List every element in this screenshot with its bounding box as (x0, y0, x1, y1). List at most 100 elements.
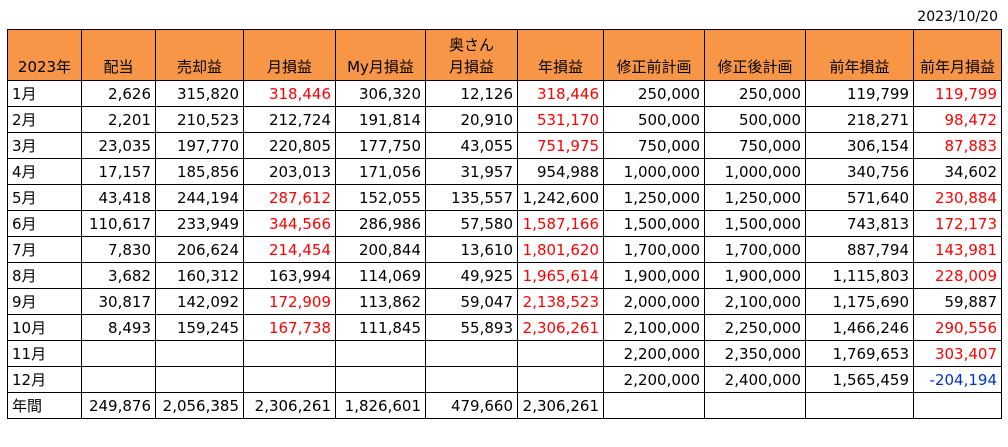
table-row: 年間 249,876 2,056,385 2,306,261 1,826,601 479,… (7, 392, 1002, 419)
header-row: 2023年 配当 売却益 月損益 My月損益 奥さん 月損益 年損益 修正前計画 … (7, 29, 1002, 81)
table-cell: 163,994 (243, 262, 336, 289)
table-row: 12月 2,200,000 2,400,000 1,565,459 -204,194 (7, 366, 1002, 393)
table-cell: 2,138,523 (517, 288, 604, 315)
table-cell: 59,887 (913, 288, 1002, 315)
table-cell: 1,900,000 (704, 262, 806, 289)
table-cell: 500,000 (704, 106, 806, 133)
table-cell: 315,820 (155, 80, 244, 107)
table-cell (155, 366, 244, 393)
month-label-cell: 10月 (7, 314, 82, 341)
table-cell: 318,446 (243, 80, 336, 107)
table-cell: 160,312 (155, 262, 244, 289)
table-cell: 1,587,166 (517, 210, 604, 237)
table-cell: 751,975 (517, 132, 604, 159)
table-cell: 135,557 (425, 184, 518, 211)
table-cell: 1,500,000 (603, 210, 705, 237)
month-label-cell: 年間 (7, 392, 82, 419)
table-cell: 1,500,000 (704, 210, 806, 237)
table-cell: 113,862 (335, 288, 426, 315)
table-cell (243, 340, 336, 367)
table-cell: 2,306,261 (517, 314, 604, 341)
month-label-cell: 4月 (7, 158, 82, 185)
table-cell: 2,200,000 (603, 366, 705, 393)
month-label-cell: 3月 (7, 132, 82, 159)
table-cell: 210,523 (155, 106, 244, 133)
table-cell: 49,925 (425, 262, 518, 289)
table-cell: 750,000 (704, 132, 806, 159)
table-cell: 1,250,000 (704, 184, 806, 211)
table-cell: 200,844 (335, 236, 426, 263)
table-cell: 23,035 (81, 132, 156, 159)
table-cell (517, 366, 604, 393)
table-cell: 250,000 (603, 80, 705, 107)
table-cell: 111,845 (335, 314, 426, 341)
table-cell: 1,700,000 (603, 236, 705, 263)
table-cell: 212,724 (243, 106, 336, 133)
table-cell: -204,194 (913, 366, 1002, 393)
month-label-cell: 2月 (7, 106, 82, 133)
table-cell: 142,092 (155, 288, 244, 315)
table-cell: 1,965,614 (517, 262, 604, 289)
header-cell-prev-year-pnl: 前年損益 (805, 29, 914, 81)
table-cell: 2,200,000 (603, 340, 705, 367)
header-cell-yearly-pnl: 年損益 (517, 29, 604, 81)
header-cell-plan-after: 修正後計画 (704, 29, 806, 81)
table-cell: 1,000,000 (704, 158, 806, 185)
table-cell: 1,700,000 (704, 236, 806, 263)
table-row: 2月 2,201 210,523 212,724 191,814 20,910 531,17… (7, 106, 1002, 133)
table-cell: 318,446 (517, 80, 604, 107)
table-cell: 114,069 (335, 262, 426, 289)
header-cell-my-monthly-pnl: My月損益 (335, 29, 426, 81)
table-cell: 1,565,459 (805, 366, 914, 393)
table-row: 4月 17,157 185,856 203,013 171,056 31,957 954,9… (7, 158, 1002, 185)
table-cell: 87,883 (913, 132, 1002, 159)
table-cell: 203,013 (243, 158, 336, 185)
table-cell: 887,794 (805, 236, 914, 263)
table-cell: 206,624 (155, 236, 244, 263)
table-cell (81, 340, 156, 367)
table-cell: 287,612 (243, 184, 336, 211)
table-cell: 172,909 (243, 288, 336, 315)
month-label-cell: 1月 (7, 80, 82, 107)
table-cell (155, 340, 244, 367)
table-cell: 1,801,620 (517, 236, 604, 263)
table-cell: 340,756 (805, 158, 914, 185)
table-cell: 571,640 (805, 184, 914, 211)
table-cell: 230,884 (913, 184, 1002, 211)
table-row: 9月 30,817 142,092 172,909 113,862 59,047 2,138… (7, 288, 1002, 315)
table-cell: 34,602 (913, 158, 1002, 185)
table-cell: 172,173 (913, 210, 1002, 237)
table-cell: 2,306,261 (517, 392, 604, 419)
header-cell-sale-gain: 売却益 (155, 29, 244, 81)
table-cell: 344,566 (243, 210, 336, 237)
table-cell: 119,799 (805, 80, 914, 107)
table-cell (704, 392, 806, 419)
table-row: 6月 110,617 233,949 344,566 286,986 57,580 1,58… (7, 210, 1002, 237)
table-cell: 286,986 (335, 210, 426, 237)
table-cell: 57,580 (425, 210, 518, 237)
table-cell: 743,813 (805, 210, 914, 237)
table-cell: 8,493 (81, 314, 156, 341)
table-cell: 20,910 (425, 106, 518, 133)
table-cell: 1,900,000 (603, 262, 705, 289)
table-row: 1月 2,626 315,820 318,446 306,320 12,126 318,44… (7, 80, 1002, 107)
table-row: 7月 7,830 206,624 214,454 200,844 13,610 1,801,… (7, 236, 1002, 263)
table-cell: 159,245 (155, 314, 244, 341)
table-cell: 30,817 (81, 288, 156, 315)
table-cell: 1,769,653 (805, 340, 914, 367)
header-cell-dividend: 配当 (81, 29, 156, 81)
table-cell: 119,799 (913, 80, 1002, 107)
table-cell: 2,306,261 (243, 392, 336, 419)
month-label-cell: 8月 (7, 262, 82, 289)
table-cell: 1,826,601 (335, 392, 426, 419)
month-label-cell: 9月 (7, 288, 82, 315)
month-label-cell: 7月 (7, 236, 82, 263)
table-cell (913, 392, 1002, 419)
table-cell: 1,466,246 (805, 314, 914, 341)
table-cell (81, 366, 156, 393)
table-cell: 2,250,000 (704, 314, 806, 341)
table-cell: 143,981 (913, 236, 1002, 263)
table-cell (335, 366, 426, 393)
table-cell: 43,418 (81, 184, 156, 211)
header-cell-prev-year-monthly-pnl: 前年月損益 (913, 29, 1002, 81)
